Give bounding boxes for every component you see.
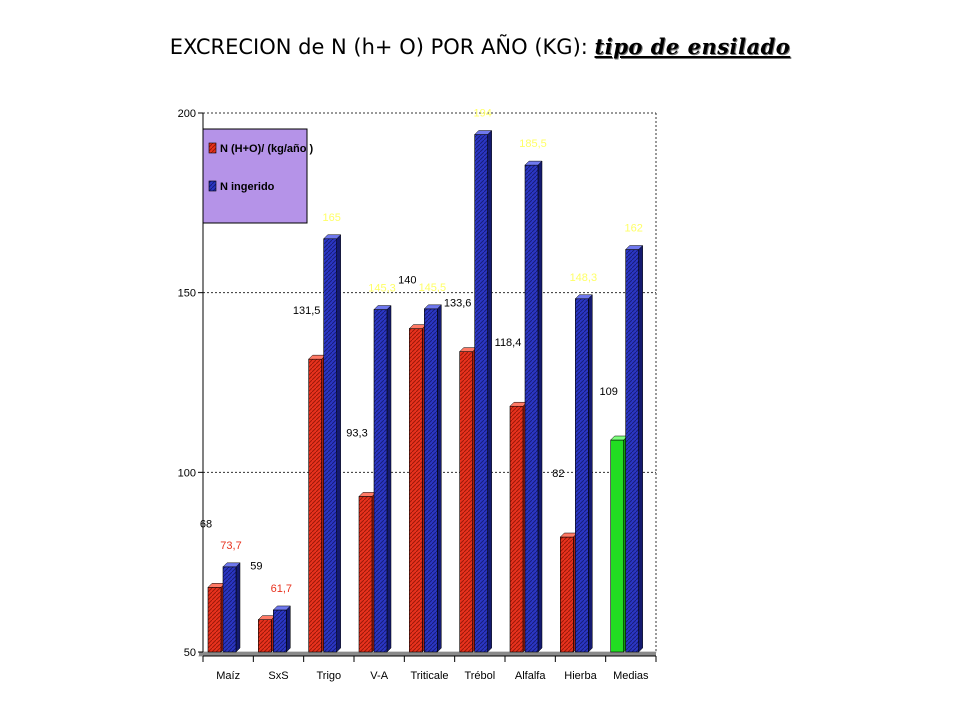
legend-swatch	[208, 142, 217, 154]
x-tick-label: Maíz	[216, 670, 240, 682]
data-label-series1: 148,3	[570, 272, 598, 284]
chart-title: EXCRECION de N (h+ O) POR AÑO (KG): tipo…	[0, 34, 960, 59]
data-label-series1: 194	[473, 108, 491, 120]
x-tick-label: SxS	[268, 670, 288, 682]
chart-title-main: EXCRECION de N (h+ O) POR AÑO (KG):	[169, 35, 588, 59]
data-label-series1: 162	[624, 223, 642, 235]
bar-series1	[625, 244, 644, 653]
data-label-series0: 68	[200, 518, 212, 530]
data-label-series1: 145,3	[368, 283, 396, 295]
bar-series1	[323, 234, 342, 653]
bar-series0	[308, 354, 327, 653]
legend: N (H+O)/ (kg/año ) N ingerido	[202, 128, 314, 224]
bar-series1	[474, 129, 493, 653]
chart-floor-band	[199, 652, 656, 656]
legend-label: N (H+O)/ (kg/año )	[220, 143, 314, 155]
bar-series1	[574, 294, 593, 653]
bar-series1	[272, 605, 291, 653]
data-label-series0: 131,5	[293, 305, 321, 317]
y-tick-label: 150	[178, 288, 196, 300]
data-label-series1: 165	[322, 212, 340, 224]
bar-series0	[509, 401, 528, 653]
x-tick-label: V-A	[370, 670, 388, 682]
data-label-series0: 82	[552, 468, 564, 480]
x-tick-label: Medias	[613, 670, 649, 682]
data-label-series0: 109	[599, 386, 617, 398]
x-tick-label: Alfalfa	[515, 670, 546, 682]
bar-series0	[559, 532, 578, 653]
bar-series1	[524, 160, 543, 653]
y-tick-label: 50	[184, 647, 196, 659]
bar-series1	[423, 304, 442, 653]
data-label-series1: 185,5	[519, 138, 547, 150]
x-tick-label: Trigo	[317, 670, 342, 682]
bar-series1	[373, 304, 392, 653]
data-label-series0: 133,6	[444, 298, 472, 310]
data-label-series1: 61,7	[271, 583, 292, 595]
bar-series0	[257, 615, 276, 653]
bar-series0	[610, 435, 629, 653]
bar-series1	[222, 562, 241, 653]
chart-title-suffix: tipo de ensilado	[594, 34, 791, 59]
data-label-series1: 145,5	[419, 282, 447, 294]
legend-swatch	[208, 180, 217, 192]
bar-series0	[408, 323, 427, 653]
bar-series0	[207, 582, 226, 653]
y-tick-label: 100	[178, 467, 196, 479]
data-label-series0: 93,3	[346, 427, 367, 439]
data-label-series0: 59	[250, 561, 262, 573]
x-tick-label: Hierba	[564, 670, 597, 682]
x-tick-label: Triticale	[410, 670, 448, 682]
y-tick-label: 200	[178, 108, 196, 120]
data-label-series1: 73,7	[220, 540, 241, 552]
data-label-series0: 140	[398, 275, 416, 287]
x-tick-label: Trébol	[464, 670, 495, 682]
data-label-series0: 118,4	[495, 337, 522, 349]
bar-series0	[459, 346, 478, 653]
legend-box	[202, 128, 308, 224]
bar-series0	[358, 491, 377, 653]
legend-label: N ingerido	[220, 181, 275, 193]
